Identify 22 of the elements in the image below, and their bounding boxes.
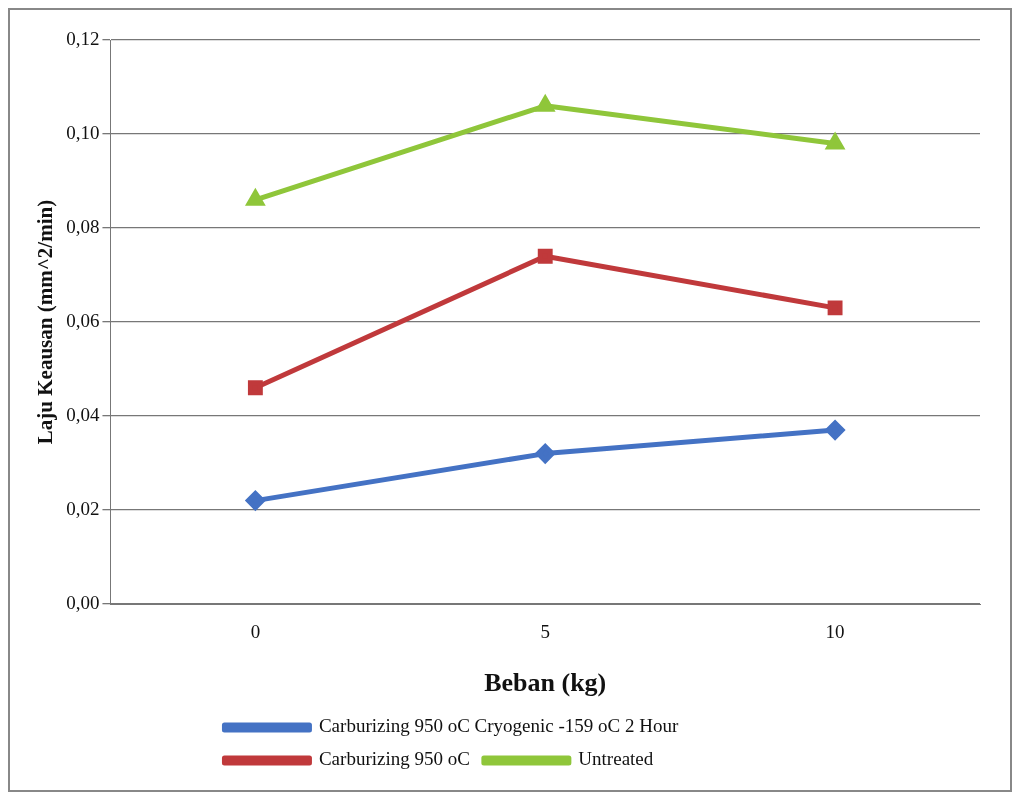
point [825, 420, 845, 440]
point [247, 380, 263, 396]
x-tick-label: 5 [540, 621, 550, 643]
legend-label: Carburizing 950 oC Cryogenic -159 oC 2 Hour [318, 715, 679, 737]
point [245, 491, 265, 511]
y-tick-label: 0,00 [66, 591, 100, 613]
x-tick-label: 10 [825, 621, 845, 643]
y-tick-label: 0,10 [66, 121, 100, 143]
y-tick-label: 0,08 [66, 215, 100, 237]
y-tick-label: 0,06 [66, 309, 100, 331]
legend-label: Untreated [578, 748, 654, 770]
point [824, 131, 846, 150]
legend-label: Carburizing 950 oC [318, 748, 470, 770]
y-tick-label: 0,12 [66, 27, 100, 49]
point [535, 444, 555, 464]
point [537, 248, 553, 264]
y-tick-label: 0,04 [66, 403, 100, 425]
x-tick-label: 0 [250, 621, 261, 643]
point [827, 300, 843, 316]
y-tick-label: 0,02 [66, 497, 100, 519]
x-axis-title: Beban (kg) [484, 668, 607, 698]
y-axis-title: Laju Keausan (mm^2/min) [33, 199, 58, 445]
